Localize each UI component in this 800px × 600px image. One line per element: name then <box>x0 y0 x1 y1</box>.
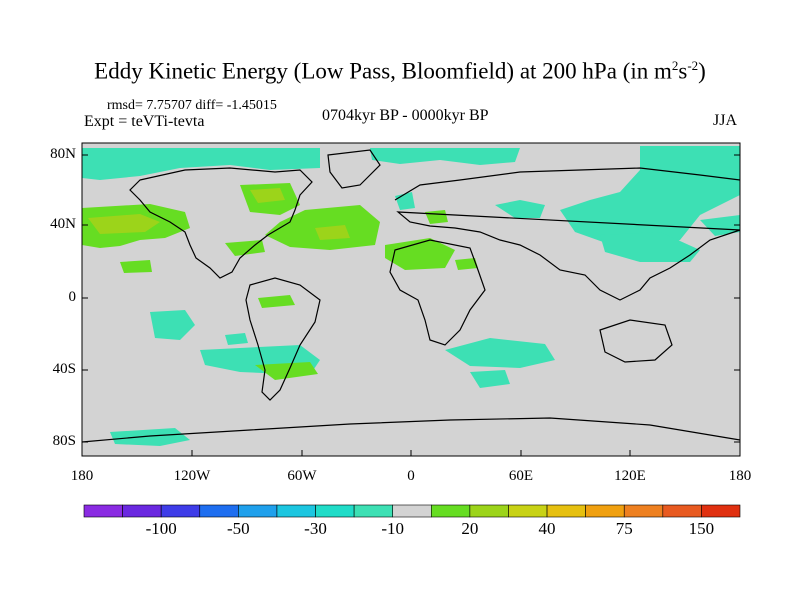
coastlines <box>81 149 741 443</box>
longitude-tick-label: 0 <box>407 468 415 484</box>
colorbar-tick-label: -50 <box>227 519 250 538</box>
colorbar-tick-label: 150 <box>688 519 715 538</box>
longitude-tick-label: 120W <box>173 468 211 484</box>
anomaly-patch-hudson-core <box>250 188 285 203</box>
anomaly-patch-china <box>600 232 700 262</box>
colorbar-tick-label: -30 <box>304 519 327 538</box>
anomaly-patch-eurasia <box>495 200 545 218</box>
coastline-south-america <box>245 277 321 401</box>
statistics-label: rmsd= 7.75707 diff= -1.45015 <box>107 98 277 113</box>
anomaly-patch-antarctic <box>110 428 190 446</box>
colorbar-swatch <box>701 504 741 518</box>
colorbar-tick-label: 40 <box>538 519 556 538</box>
colorbar-tick-label: -100 <box>145 519 177 538</box>
coastline-north-america <box>129 167 313 279</box>
period-label: 0704kyr BP - 0000kyr BP <box>322 107 489 124</box>
latitude-tick-label: 80S <box>52 433 76 449</box>
colorbar-swatch <box>662 504 702 518</box>
longitude-tick-label: 180 <box>70 468 94 484</box>
colorbar-swatch <box>315 504 355 518</box>
anomaly-patch-southern-ocean-indian <box>470 370 510 388</box>
colorbar-swatch <box>276 504 316 518</box>
coastline-europe-asia <box>394 167 741 301</box>
anomaly-patch-caribbean <box>225 240 265 256</box>
colorbar-tick-label: 20 <box>461 519 479 538</box>
anomaly-patch-andes <box>150 310 195 340</box>
anomaly-patch-arctic-2 <box>370 148 520 165</box>
colorbar-swatch <box>238 504 278 518</box>
longitude-tick-label: 120E <box>614 468 646 484</box>
latitude-tick-label: 80N <box>50 146 76 162</box>
longitude-tick-label: 180 <box>728 468 752 484</box>
anomaly-patch-north-pacific-2 <box>120 260 152 273</box>
colorbar-swatch <box>430 504 471 518</box>
colorbar-swatch <box>508 504 548 518</box>
colorbar-swatch <box>199 504 239 518</box>
anomaly-patch-amazon <box>258 295 295 308</box>
colorbar-swatch <box>122 504 162 518</box>
anomaly-patch-indian-ocean <box>445 338 555 368</box>
anomaly-patch-south-america <box>255 362 318 380</box>
coastline-antarctica <box>81 417 741 443</box>
anomaly-patch-africa-east <box>455 258 478 270</box>
colorbar-swatch <box>546 504 586 518</box>
colorbar-swatch <box>392 504 432 518</box>
anomaly-patch-north-atlantic-core <box>315 225 350 240</box>
colorbar-swatch <box>623 504 664 518</box>
anomaly-patch-pacific-south <box>225 333 248 345</box>
latitude-tick-label: 40N <box>50 216 76 232</box>
anomaly-patch-africa-north <box>385 238 455 270</box>
axis-ticks <box>81 154 741 456</box>
figure-title: Eddy Kinetic Energy (Low Pass, Bloomfiel… <box>94 58 706 84</box>
colorbar-tick-label: 75 <box>615 519 633 538</box>
map-panel <box>81 142 741 457</box>
colorbar-swatch <box>83 504 123 518</box>
colorbar-swatch <box>353 504 394 518</box>
season-label: JJA <box>713 112 738 129</box>
latitude-tick-label: 40S <box>52 361 76 377</box>
colorbar-swatch <box>585 504 625 518</box>
longitude-tick-label: 60E <box>508 468 534 484</box>
anomaly-patch-siberia <box>560 146 740 250</box>
anomaly-patch-north-pacific-core <box>88 214 160 234</box>
colorbar <box>83 504 741 518</box>
experiment-label: Expt = teVTi-tevta <box>84 113 205 130</box>
coastline-australia <box>599 319 673 363</box>
latitude-tick-label: 0 <box>68 289 77 305</box>
coastline-africa <box>389 239 486 346</box>
colorbar-tick-label: -10 <box>381 519 405 538</box>
colorbar-swatch <box>160 504 201 518</box>
colorbar-swatch <box>469 504 509 518</box>
anomaly-patch-arctic <box>82 148 320 180</box>
longitude-tick-label: 60W <box>287 468 317 484</box>
coastline-greenland <box>327 149 381 189</box>
anomaly-patch-pacific-east <box>700 215 740 236</box>
